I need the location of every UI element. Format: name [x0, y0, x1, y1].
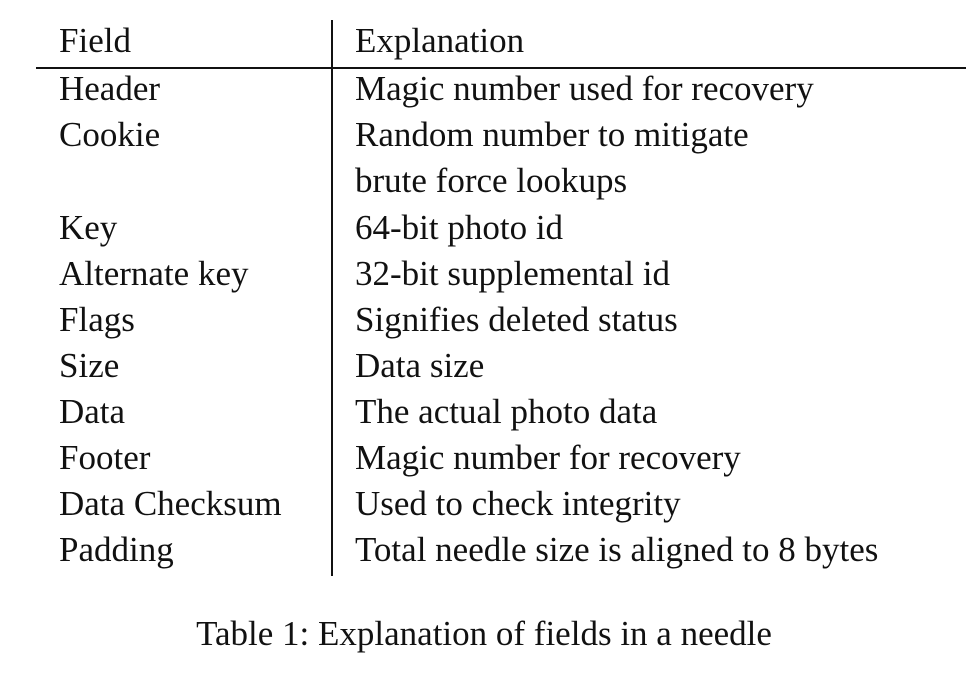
- row-explanation: 32-bit supplemental id: [355, 254, 670, 293]
- row-field: Data: [59, 392, 126, 431]
- row-field: Size: [59, 346, 120, 385]
- needle-fields-table: Field Explanation Header Magic number us…: [36, 20, 966, 576]
- row-field: Alternate key: [59, 254, 249, 293]
- row-explanation: The actual photo data: [355, 392, 658, 431]
- row-explanation: Magic number used for recovery: [355, 69, 814, 108]
- header-explanation: Explanation: [355, 21, 525, 60]
- row-explanation: Total needle size is aligned to 8 bytes: [355, 530, 879, 569]
- row-explanation: Random number to mitigate: [355, 115, 749, 154]
- row-explanation: Used to check integrity: [355, 484, 681, 523]
- row-field: Data Checksum: [59, 484, 282, 523]
- row-explanation: 64-bit photo id: [355, 208, 564, 247]
- header-rule: [36, 67, 966, 69]
- column-divider: [331, 20, 333, 576]
- row-explanation: Signifies deleted status: [355, 300, 678, 339]
- row-explanation-continued: brute force lookups: [355, 161, 628, 200]
- table-caption: Table 1: Explanation of fields in a need…: [196, 614, 772, 653]
- row-field: Footer: [59, 438, 151, 477]
- row-field: Key: [59, 208, 118, 247]
- row-explanation: Magic number for recovery: [355, 438, 741, 477]
- row-field: Header: [59, 69, 161, 108]
- header-field: Field: [59, 21, 131, 60]
- row-field: Flags: [59, 300, 135, 339]
- row-field: Cookie: [59, 115, 161, 154]
- row-field: Padding: [59, 530, 174, 569]
- row-explanation: Data size: [355, 346, 485, 385]
